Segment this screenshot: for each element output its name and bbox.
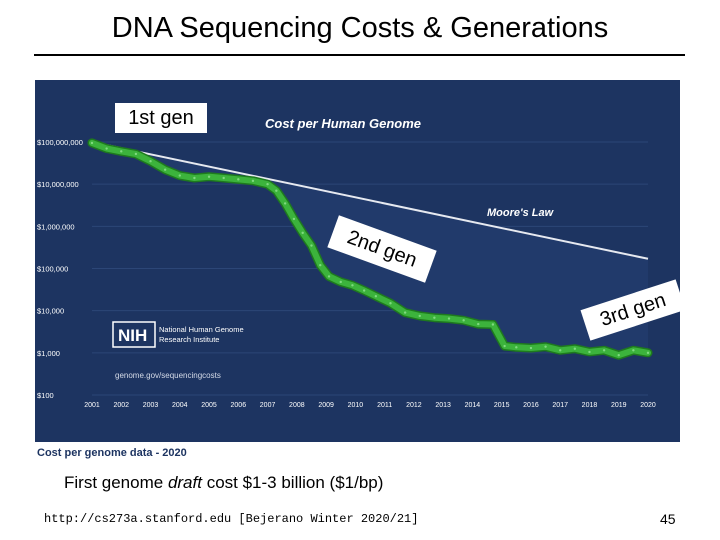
note-italic: draft: [167, 473, 202, 492]
data-point: [251, 179, 255, 183]
data-point: [573, 347, 577, 350]
data-point: [90, 141, 94, 145]
x-tick-label: 2018: [582, 402, 598, 409]
data-point: [207, 175, 211, 178]
data-point: [477, 322, 480, 326]
data-point: [462, 319, 465, 322]
page-number: 45: [660, 511, 676, 527]
data-point: [588, 350, 591, 354]
x-tick-label: 2009: [318, 402, 334, 409]
data-point: [433, 316, 436, 319]
y-tick-label: $10,000,000: [37, 180, 79, 189]
x-tick-label: 2005: [201, 402, 217, 409]
data-point: [617, 353, 620, 357]
nih-org-line1: National Human Genome: [159, 325, 244, 334]
data-point: [134, 152, 138, 156]
first-genome-note: First genome draft cost $1-3 billion ($1…: [64, 473, 383, 493]
x-tick-label: 2007: [260, 402, 276, 409]
data-point: [266, 182, 269, 186]
y-tick-label: $100,000,000: [37, 138, 83, 147]
data-point: [178, 174, 181, 177]
gen1-label: 1st gen: [115, 103, 207, 133]
data-point: [120, 150, 123, 153]
data-point: [301, 231, 304, 235]
x-tick-label: 2008: [289, 402, 305, 409]
cost-chart: $100 $1,000 $10,000 $100,000 $1,000,000 $10,0…: [37, 116, 656, 409]
x-tick-label: 2011: [377, 402, 392, 409]
data-point: [319, 263, 322, 267]
data-point: [193, 176, 196, 180]
x-tick-label: 2010: [348, 402, 364, 409]
y-axis: $100 $1,000 $10,000 $100,000 $1,000,000 $10,0…: [37, 138, 83, 400]
source-url: genome.gov/sequencingcosts: [115, 371, 221, 380]
slide-title: DNA Sequencing Costs & Generations: [111, 12, 609, 44]
data-point: [503, 344, 506, 348]
x-tick-label: 2020: [640, 402, 656, 409]
data-point: [283, 202, 287, 205]
data-point: [632, 349, 635, 352]
data-point: [544, 345, 547, 348]
chart-title: Cost per Human Genome: [265, 116, 421, 131]
nih-logo-text: NIH: [118, 326, 147, 345]
data-point: [389, 302, 392, 305]
x-tick-label: 2006: [231, 402, 247, 409]
y-tick-label: $100,000: [37, 265, 68, 274]
x-axis: 2001 2002 2003 2004 2005 2006 2007 2008 2009 2010…: [84, 402, 656, 409]
moores-law-label: Moore's Law: [487, 207, 555, 219]
x-tick-label: 2019: [611, 402, 627, 409]
data-point: [602, 349, 606, 352]
chart-image: $100 $1,000 $10,000 $100,000 $1,000,000 $10,0…: [35, 80, 686, 442]
data-point: [491, 323, 495, 326]
data-point: [327, 275, 331, 278]
data-point: [351, 284, 354, 287]
x-tick-label: 2015: [494, 402, 510, 409]
chart-caption: Cost per genome data - 2020: [37, 447, 187, 459]
x-tick-label: 2014: [465, 402, 481, 409]
data-point: [447, 317, 451, 320]
data-point: [529, 346, 533, 350]
x-tick-label: 2004: [172, 402, 188, 409]
data-point: [418, 314, 421, 318]
data-point: [149, 160, 152, 163]
data-point: [275, 189, 278, 192]
x-tick-label: 2002: [113, 402, 129, 409]
nih-logo: NIH National Human Genome Research Insti…: [112, 321, 244, 348]
moores-law-line: [91, 141, 649, 260]
data-points: [90, 141, 650, 357]
data-point: [310, 244, 313, 247]
nih-org-line2: Research Institute: [159, 335, 219, 344]
note-suffix: cost $1-3 billion ($1/bp): [201, 473, 384, 492]
note-prefix: First genome: [64, 473, 168, 492]
data-point: [237, 178, 240, 181]
x-tick-label: 2016: [523, 402, 539, 409]
data-point: [374, 295, 378, 298]
x-tick-label: 2013: [435, 402, 451, 409]
data-point: [403, 311, 407, 314]
footer-url: http://cs273a.stanford.edu [Bejerano Win…: [44, 512, 419, 526]
data-point: [292, 217, 296, 221]
title-divider: [34, 54, 685, 56]
data-point: [646, 351, 650, 355]
x-tick-label: 2003: [143, 402, 159, 409]
data-point: [222, 176, 225, 180]
y-tick-label: $100: [37, 391, 54, 400]
data-point: [105, 147, 108, 150]
y-tick-label: $1,000: [37, 349, 60, 358]
data-point: [362, 289, 366, 292]
x-tick-label: 2017: [552, 402, 568, 409]
y-tick-label: $1,000,000: [37, 222, 75, 231]
data-point: [559, 349, 562, 352]
x-tick-label: 2001: [84, 402, 100, 409]
data-point: [339, 280, 342, 284]
nih-logo-box: [112, 321, 156, 348]
data-point: [515, 346, 518, 349]
data-point: [163, 168, 167, 171]
x-tick-label: 2012: [406, 402, 422, 409]
y-tick-label: $10,000: [37, 307, 64, 316]
